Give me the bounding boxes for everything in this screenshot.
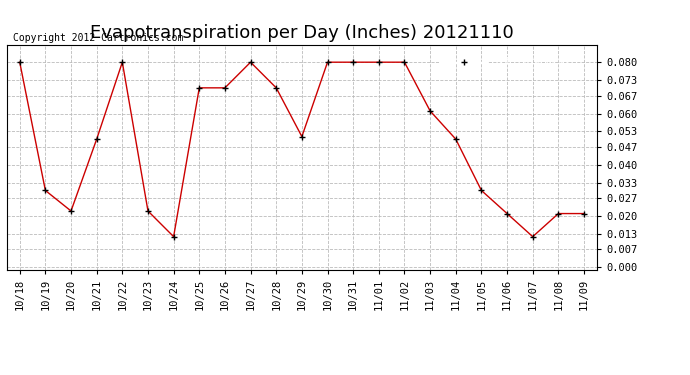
Title: Evapotranspiration per Day (Inches) 20121110: Evapotranspiration per Day (Inches) 2012…	[90, 24, 514, 42]
Text: Copyright 2012 Cartronics.com: Copyright 2012 Cartronics.com	[13, 33, 183, 43]
